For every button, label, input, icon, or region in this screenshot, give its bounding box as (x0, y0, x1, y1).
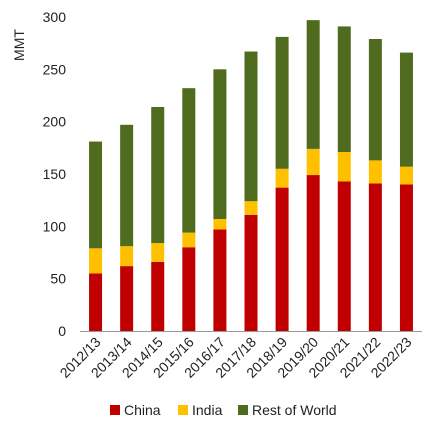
bar-segment-china (399, 184, 413, 331)
bar-segment-china (120, 266, 134, 331)
y-tick-label: 150 (43, 166, 67, 182)
bar-segment-china (306, 175, 320, 331)
y-tick-label: 50 (50, 271, 66, 287)
bar-segment-rest-of-world (275, 36, 289, 169)
legend-label: Rest of World (252, 402, 337, 418)
bar-segment-china (275, 187, 289, 331)
y-tick-label: 200 (43, 114, 67, 130)
bar-segment-china (244, 214, 258, 331)
y-axis: 0 50 100 150 200 250 300 (43, 9, 67, 339)
y-axis-title: MMT (11, 29, 27, 61)
bar-segment-rest-of-world (213, 69, 227, 219)
bar-segment-india (337, 152, 351, 182)
bar-segment-india (275, 168, 289, 188)
bar-segment-china (89, 273, 103, 331)
legend-swatch-india (178, 405, 188, 415)
legend-label: India (192, 402, 223, 418)
bar-segment-india (182, 232, 196, 248)
y-tick-label: 250 (43, 61, 67, 77)
bar-segment-china (213, 229, 227, 331)
y-tick-label: 0 (58, 323, 66, 339)
bar-segment-rest-of-world (337, 26, 351, 153)
legend-label: China (124, 402, 161, 418)
bar-segment-rest-of-world (120, 124, 134, 247)
bar-segment-china (151, 261, 165, 331)
bar-segment-india (120, 246, 134, 267)
bar-segment-rest-of-world (244, 51, 258, 202)
bar-segment-india (213, 219, 227, 230)
bar-segment-india (399, 166, 413, 185)
bar-segment-china (337, 181, 351, 331)
x-axis: 2012/132013/142014/152015/162016/172017/… (57, 334, 415, 381)
legend-swatch-china (110, 405, 120, 415)
bar-segment-rest-of-world (368, 38, 382, 161)
bar-segment-rest-of-world (89, 141, 103, 249)
bar-segment-india (306, 148, 320, 176)
bar-segment-india (89, 248, 103, 274)
bars-group (89, 20, 413, 331)
bar-segment-rest-of-world (306, 20, 320, 149)
bar-segment-rest-of-world (151, 107, 165, 244)
bar-segment-india (368, 160, 382, 184)
bar-segment-rest-of-world (399, 52, 413, 167)
bar-segment-china (182, 247, 196, 331)
bar-segment-india (244, 201, 258, 215)
y-tick-label: 100 (43, 218, 67, 234)
bar-segment-india (151, 243, 165, 262)
bar-segment-rest-of-world (182, 88, 196, 233)
y-tick-label: 300 (43, 9, 67, 25)
bar-segment-china (368, 183, 382, 331)
legend-swatch-rest-of-world (238, 405, 248, 415)
legend: China India Rest of World (110, 402, 337, 418)
